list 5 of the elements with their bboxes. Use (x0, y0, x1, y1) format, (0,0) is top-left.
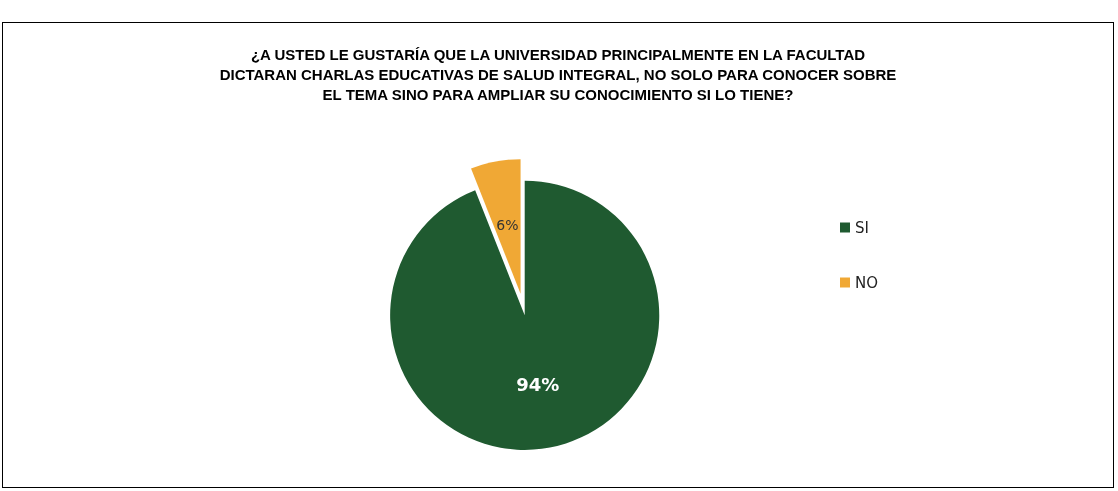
data-label: 6% (496, 216, 519, 233)
data-label: 94% (516, 373, 560, 395)
chart-title: ¿A USTED LE GUSTARÍA QUE LA UNIVERSIDAD PRINCIPALMENTE EN LA FACULTAD DICTARAN CHARLAS EDUCATIVAS DE SALUD INTEGRAL, NO SOLO PARA CONOCER SOBRE EL TEMA SINO PARA AMPLIAR SU CONOCIMIENTO SI LO TIENE? (219, 45, 897, 103)
legend-label: SI (854, 218, 869, 237)
legend-label: NO (854, 273, 878, 292)
